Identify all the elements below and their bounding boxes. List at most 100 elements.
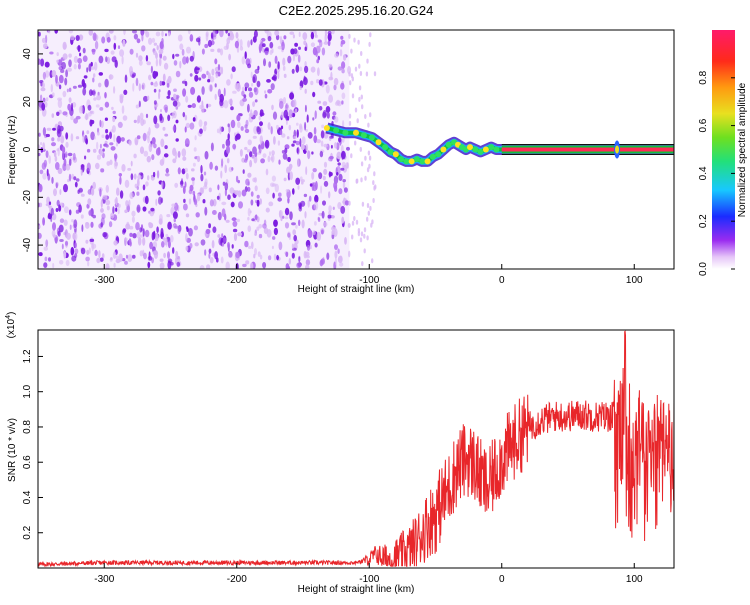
noise-blob	[297, 54, 301, 63]
spectrogram-x-ticks: -300 -200 -100 0 100	[94, 264, 643, 286]
noise-blob	[162, 73, 166, 82]
noise-blob	[133, 33, 138, 40]
noise-blob	[274, 68, 278, 76]
noise-blob	[365, 71, 369, 77]
noise-blob	[342, 181, 346, 189]
noise-blob	[343, 54, 347, 61]
noise-blob	[319, 259, 324, 267]
noise-blob	[68, 59, 72, 68]
noise-blob	[366, 167, 370, 173]
noise-blob	[139, 146, 145, 154]
noise-blob	[155, 31, 161, 37]
noise-blob	[139, 250, 143, 257]
noise-blob	[320, 185, 323, 194]
noise-blob	[186, 46, 191, 54]
noise-blob	[355, 178, 358, 184]
noise-blob	[284, 147, 288, 154]
noise-blob	[338, 188, 343, 195]
noise-blob	[146, 61, 151, 66]
noise-blob	[189, 242, 193, 249]
noise-blob	[67, 179, 70, 183]
noise-blob	[323, 41, 329, 45]
noise-blob	[223, 100, 229, 109]
y-tick-label: 1.2	[22, 349, 33, 363]
noise-blob	[59, 189, 62, 195]
noise-blob	[119, 49, 125, 57]
noise-blob	[304, 65, 309, 74]
noise-blob	[321, 229, 324, 235]
noise-blob	[346, 146, 350, 151]
noise-blob	[194, 242, 199, 247]
noise-blob	[212, 226, 217, 233]
noise-blob	[196, 95, 201, 103]
noise-blob	[256, 127, 262, 135]
noise-blob	[42, 173, 47, 180]
noise-blob	[142, 206, 147, 212]
noise-blob	[158, 49, 164, 55]
noise-blob	[58, 74, 64, 84]
noise-blob	[272, 236, 276, 240]
noise-blob	[88, 63, 92, 72]
noise-blob	[58, 204, 62, 212]
noise-blob	[63, 219, 68, 226]
noise-blob	[128, 140, 132, 146]
noise-blob	[291, 143, 295, 147]
noise-blob	[312, 168, 317, 173]
noise-blob	[333, 228, 338, 237]
noise-blob	[85, 256, 90, 262]
noise-blob	[122, 39, 126, 47]
noise-blob	[151, 37, 156, 43]
noise-blob	[234, 135, 238, 142]
noise-blob	[55, 208, 59, 212]
noise-blob	[71, 219, 74, 223]
noise-blob	[361, 104, 364, 110]
noise-blob	[95, 104, 100, 108]
noise-blob	[179, 43, 184, 50]
noise-blob	[256, 199, 260, 207]
noise-blob	[228, 53, 232, 61]
noise-blob	[96, 154, 102, 160]
noise-blob	[258, 233, 263, 239]
noise-blob	[208, 248, 212, 254]
noise-blob	[312, 185, 317, 192]
y-tick-label: 0.2	[22, 525, 33, 539]
noise-blob	[117, 207, 120, 215]
noise-blob	[269, 41, 274, 49]
noise-blob	[350, 153, 353, 159]
noise-blob	[138, 83, 141, 92]
noise-blob	[268, 61, 272, 68]
noise-blob	[147, 95, 150, 101]
noise-blob	[87, 261, 90, 267]
noise-blob	[222, 143, 225, 149]
noise-blob	[310, 42, 315, 47]
noise-blob	[253, 110, 258, 117]
noise-blob	[341, 68, 345, 74]
noise-blob	[288, 258, 291, 265]
noise-blob	[163, 153, 169, 158]
noise-blob	[329, 135, 334, 139]
noise-blob	[282, 65, 286, 71]
noise-blob	[341, 216, 345, 224]
noise-blob	[341, 161, 346, 168]
noise-blob	[62, 53, 68, 60]
noise-blob	[67, 152, 73, 157]
noise-blob	[82, 55, 88, 62]
noise-blob	[281, 133, 286, 138]
noise-blob	[185, 233, 188, 242]
noise-blob	[158, 91, 161, 100]
noise-blob	[281, 150, 285, 154]
noise-blob	[86, 249, 90, 255]
noise-blob	[55, 162, 60, 170]
y-tick-label: 1.0	[22, 384, 33, 398]
noise-blob	[159, 116, 164, 124]
noise-blob	[91, 243, 97, 249]
noise-blob	[54, 30, 58, 34]
noise-blob	[262, 153, 267, 158]
noise-blob	[177, 34, 183, 42]
noise-blob	[38, 144, 41, 153]
noise-blob	[177, 167, 181, 175]
noise-blob	[167, 75, 172, 84]
noise-blob	[145, 31, 150, 38]
noise-blob	[159, 262, 165, 269]
